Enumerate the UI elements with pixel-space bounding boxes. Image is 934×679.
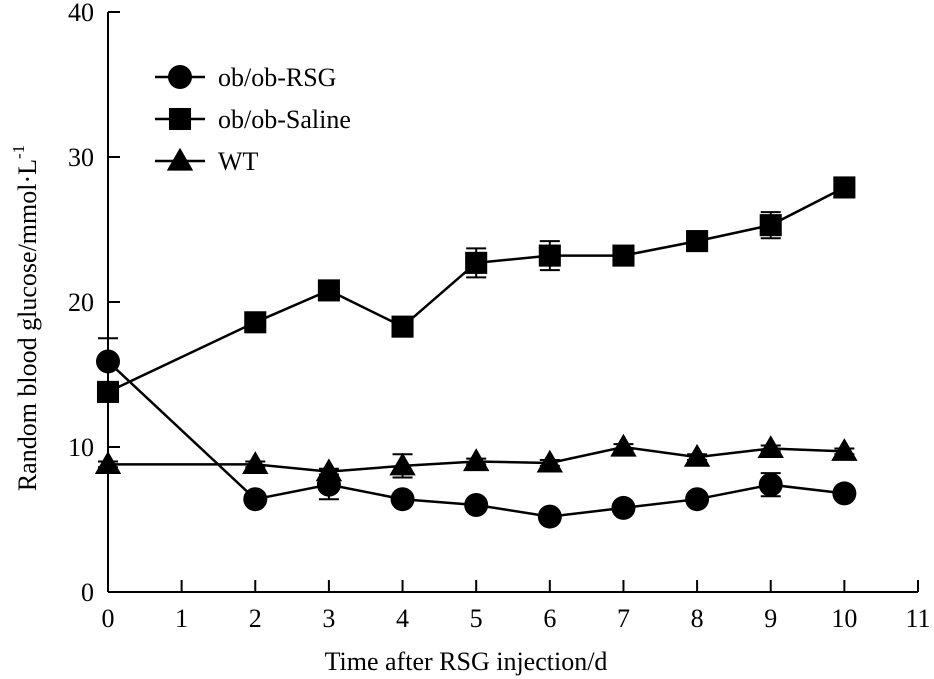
series-line: [107, 360, 845, 518]
series-layer: [94, 176, 858, 529]
series-line: [107, 186, 845, 394]
y-tick-label: 30: [68, 143, 94, 172]
data-point: [538, 244, 561, 267]
x-tick-label: 1: [175, 604, 188, 633]
y-tick-label: 40: [68, 0, 94, 27]
data-point: [757, 435, 784, 459]
legend-label: WT: [218, 147, 259, 176]
y-axis-label: Random blood glucose/mmol·L-1: [9, 145, 42, 491]
data-point: [390, 487, 415, 512]
data-point: [94, 451, 122, 474]
x-tick-label: 9: [764, 604, 777, 633]
legend-label: ob/ob-RSG: [218, 63, 336, 92]
x-tick-label: 11: [905, 604, 930, 633]
data-point: [242, 451, 269, 474]
x-tick-label: 0: [102, 604, 115, 633]
legend-entry-ob-ob-saline: ob/ob-Saline: [155, 105, 351, 134]
y-tick-label: 10: [68, 433, 94, 462]
data-point: [685, 487, 710, 512]
legend-entry-wt: WT: [155, 147, 259, 176]
series-ob-ob-saline: [96, 176, 856, 403]
data-point: [96, 380, 120, 403]
data-point: [317, 279, 340, 302]
data-point: [683, 443, 711, 467]
y-axis-label-superscript: -1: [9, 145, 28, 159]
y-tick-label: 0: [81, 578, 94, 607]
data-point: [611, 495, 636, 520]
data-point: [389, 452, 416, 476]
axes: 0 1 2 3 4 5 6 7 8 9 10 11 0 10 20 30 40: [68, 0, 931, 633]
x-tick-label: 8: [691, 604, 704, 633]
data-point: [537, 504, 562, 529]
legend-marker: [168, 65, 192, 89]
data-point: [758, 472, 783, 497]
data-point: [831, 438, 858, 461]
data-point: [462, 448, 490, 472]
x-axis-label: Time after RSG injection/d: [325, 647, 608, 676]
legend-marker: [166, 147, 194, 171]
legend: ob/ob-RSG ob/ob-Saline WT: [155, 63, 351, 176]
x-tick-label: 7: [617, 604, 630, 633]
data-point: [244, 311, 267, 334]
data-point: [610, 433, 637, 457]
x-tick-label: 10: [831, 604, 857, 633]
legend-marker: [168, 107, 192, 131]
data-point: [464, 493, 489, 517]
data-point: [96, 349, 120, 374]
x-tick-label: 4: [396, 604, 409, 633]
data-point: [536, 449, 564, 473]
series-wt: [94, 433, 858, 482]
legend-label: ob/ob-Saline: [218, 105, 351, 134]
x-tick-label: 3: [322, 604, 335, 633]
y-axis-label-text: Random blood glucose/mmol·L: [13, 159, 42, 491]
data-point: [391, 315, 414, 338]
data-point: [465, 251, 488, 274]
data-point: [759, 214, 782, 237]
data-point: [832, 481, 857, 506]
data-point: [243, 487, 268, 512]
data-point: [833, 176, 856, 199]
series-ob-ob-rsg: [96, 337, 857, 529]
x-tick-label: 2: [249, 604, 262, 633]
data-point: [686, 230, 709, 253]
legend-entry-ob-ob-rsg: ob/ob-RSG: [155, 63, 336, 92]
data-point: [612, 244, 635, 267]
x-tick-label: 6: [543, 604, 556, 633]
x-tick-label: 5: [470, 604, 483, 633]
series-line: [108, 445, 845, 473]
y-tick-label: 20: [68, 288, 94, 317]
data-point: [315, 458, 343, 482]
